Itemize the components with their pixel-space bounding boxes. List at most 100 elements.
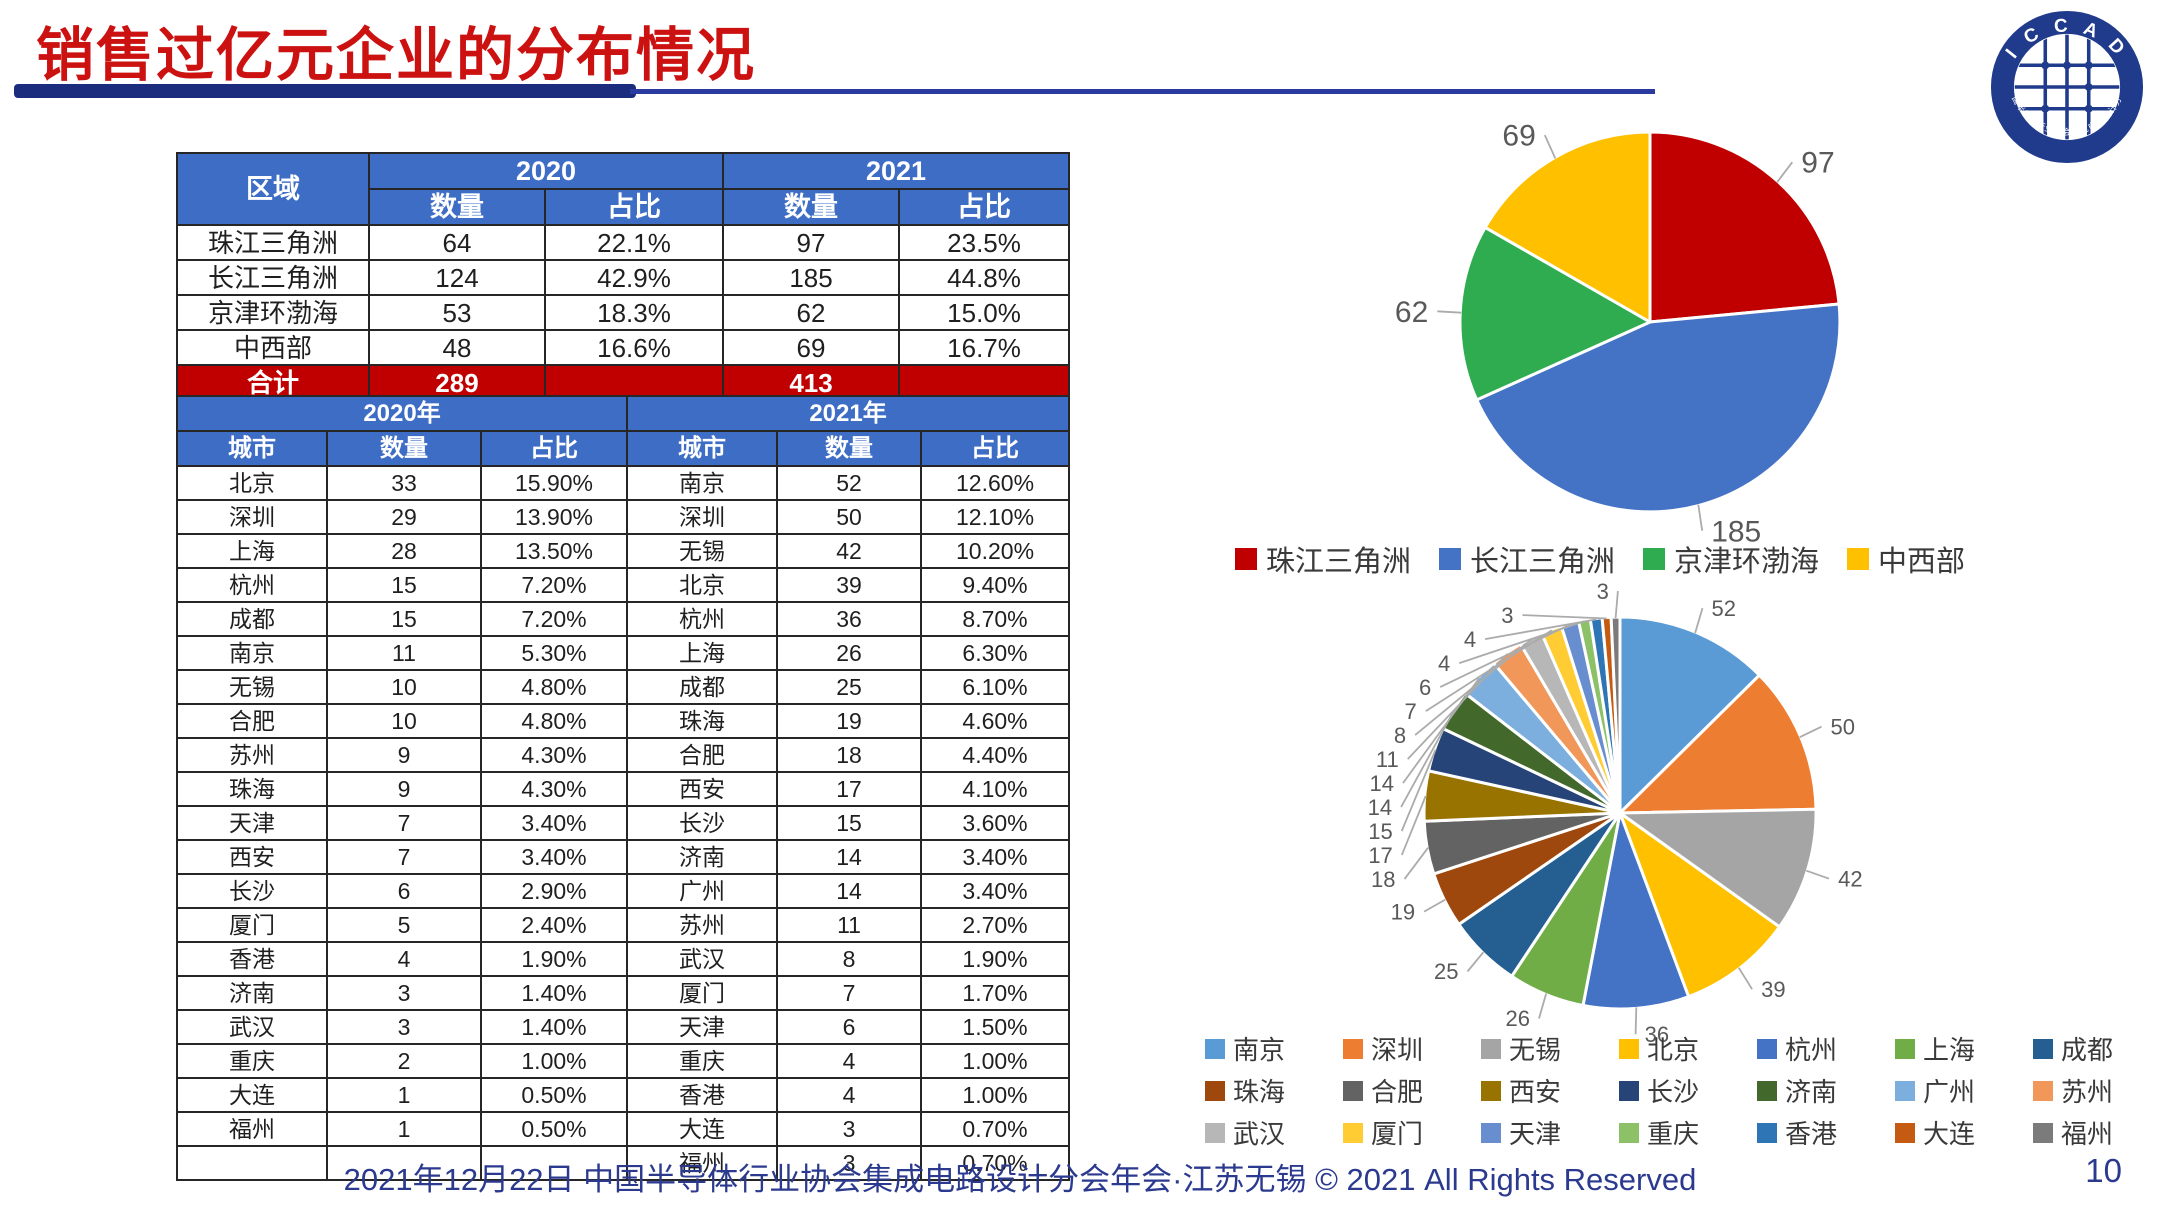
table-cell: 185 <box>722 259 901 296</box>
table-cell: 上海 <box>626 635 779 671</box>
table-cell: 64 <box>368 224 546 261</box>
table-cell: 深圳 <box>626 499 779 535</box>
table-cell: 52 <box>776 465 923 501</box>
region-table-header-share: 占比 <box>898 188 1071 226</box>
table-cell: 重庆 <box>626 1043 779 1079</box>
table-cell: 9 <box>326 737 482 773</box>
table-cell: 香港 <box>176 941 328 977</box>
pie-leader-line <box>1400 749 1437 832</box>
table-cell: 15.0% <box>898 294 1071 331</box>
table-cell: 苏州 <box>626 907 779 943</box>
table-cell: 大连 <box>626 1111 779 1147</box>
legend-item-苏州: 苏州 <box>2033 1072 2160 1109</box>
city-table-header-city: 城市 <box>626 430 779 467</box>
legend-swatch <box>1343 1038 1363 1059</box>
city-pie-legend: 南京 深圳 无锡 北京 杭州 上海 成都 珠海 合肥 西安 长沙 济南 广州 苏州 武汉 厦门 天津 重庆 香港 大连… <box>1205 1030 2160 1151</box>
table-cell: 福州 <box>626 1145 779 1181</box>
region-table-header-region: 区域 <box>176 152 370 226</box>
pie-data-label: 26 <box>1506 1006 1530 1031</box>
table-cell: 3 <box>776 1111 923 1147</box>
legend-label: 京津环渤海 <box>1674 546 1820 578</box>
table-cell: 17 <box>776 771 923 807</box>
table-cell: 15 <box>326 601 482 637</box>
logo-dots <box>2041 61 2093 113</box>
pie-data-label: 11 <box>1376 747 1399 772</box>
table-cell: 6.10% <box>920 669 1071 705</box>
pie-data-label: 185 <box>1711 515 1761 548</box>
legend-swatch <box>1847 548 1870 570</box>
region-pie-chart: 97 185 62 69 <box>1395 120 1842 548</box>
table-row: 南京 11 5.30% 上海 26 6.30% <box>176 635 1071 671</box>
legend-item-上海: 上海 <box>1895 1030 2033 1067</box>
pie-leader-line <box>1538 993 1548 1019</box>
legend-swatch <box>1481 1122 1501 1143</box>
pie-data-label: 52 <box>1712 596 1736 621</box>
table-cell: 10.20% <box>920 533 1071 569</box>
table-cell: 上海 <box>176 533 328 569</box>
table-cell: 7 <box>326 839 482 875</box>
legend-label: 无锡 <box>1509 1035 1562 1065</box>
table-cell: 4.30% <box>479 737 629 773</box>
table-cell: 2.90% <box>479 873 629 909</box>
table-row: 天津 7 3.40% 长沙 15 3.60% <box>176 805 1071 841</box>
table-cell: 15.90% <box>479 465 629 501</box>
table-row: 成都 15 7.20% 杭州 36 8.70% <box>176 601 1071 637</box>
legend-label: 厦门 <box>1371 1119 1424 1149</box>
table-cell <box>326 1145 482 1181</box>
table-row: 杭州 15 7.20% 北京 39 9.40% <box>176 567 1071 603</box>
table-cell: 杭州 <box>176 567 328 603</box>
legend-label: 香港 <box>1785 1119 1838 1149</box>
table-cell: 天津 <box>626 1009 779 1045</box>
pie-leader-line <box>1439 623 1571 688</box>
table-cell: 23.5% <box>898 224 1071 261</box>
pie-leader-line <box>1806 869 1830 880</box>
table-row: 合肥 10 4.80% 珠海 19 4.60% <box>176 703 1071 739</box>
table-cell: 97 <box>722 224 901 261</box>
pie-data-label: 62 <box>1395 296 1428 329</box>
table-cell: 15 <box>776 805 923 841</box>
legend-label: 成都 <box>2061 1035 2114 1065</box>
table-cell <box>479 1145 629 1181</box>
pie-leader-line <box>1694 607 1704 634</box>
legend-item-成都: 成都 <box>2033 1030 2160 1067</box>
table-cell: 深圳 <box>176 499 328 535</box>
table-cell: 杭州 <box>626 601 779 637</box>
table-row: 珠江三角洲 64 22.1% 97 23.5% <box>176 224 1071 261</box>
table-cell: 3.40% <box>479 839 629 875</box>
legend-item-厦门: 厦门 <box>1343 1114 1481 1151</box>
table-cell: 1.70% <box>920 975 1071 1011</box>
table-cell: 0.50% <box>479 1077 629 1113</box>
table-cell: 1.50% <box>920 1009 1071 1045</box>
table-row: 京津环渤海 53 18.3% 62 15.0% <box>176 294 1071 331</box>
table-cell: 36 <box>776 601 923 637</box>
table-cell: 7 <box>776 975 923 1011</box>
table-cell <box>898 364 1071 401</box>
table-cell: 1.00% <box>920 1043 1071 1079</box>
pie-leader-line <box>1697 504 1704 531</box>
table-cell: 重庆 <box>176 1043 328 1079</box>
legend-label: 杭州 <box>1785 1035 1838 1065</box>
table-cell: 2.40% <box>479 907 629 943</box>
table-cell: 合肥 <box>176 703 328 739</box>
legend-swatch <box>1757 1122 1777 1143</box>
pie-data-label: 14 <box>1370 771 1394 796</box>
pie-data-label: 39 <box>1761 977 1785 1002</box>
pie-leader-line <box>1459 620 1585 664</box>
pie-leader-line <box>1402 677 1481 784</box>
legend-label: 中西部 <box>1878 546 1966 578</box>
legend-item-深圳: 深圳 <box>1343 1030 1481 1067</box>
legend-label: 珠江三角洲 <box>1265 546 1411 578</box>
legend-label: 深圳 <box>1371 1035 1424 1065</box>
legend-swatch <box>2033 1122 2053 1143</box>
legend-item-福州: 福州 <box>2033 1114 2160 1151</box>
legend-swatch <box>1205 1038 1225 1059</box>
table-cell: 6.30% <box>920 635 1071 671</box>
region-table-container: 区域 2020 2021 数量 占比 数量 占比 珠江三角洲 64 22.1% 97 2… <box>176 152 1071 401</box>
table-cell: 5 <box>326 907 482 943</box>
legend-item-无锡: 无锡 <box>1481 1030 1619 1067</box>
region-table-header-qty: 数量 <box>722 188 901 226</box>
table-cell: 北京 <box>176 465 328 501</box>
table-cell: 成都 <box>176 601 328 637</box>
legend-swatch <box>1438 548 1461 570</box>
title-underline-line <box>630 89 1655 94</box>
